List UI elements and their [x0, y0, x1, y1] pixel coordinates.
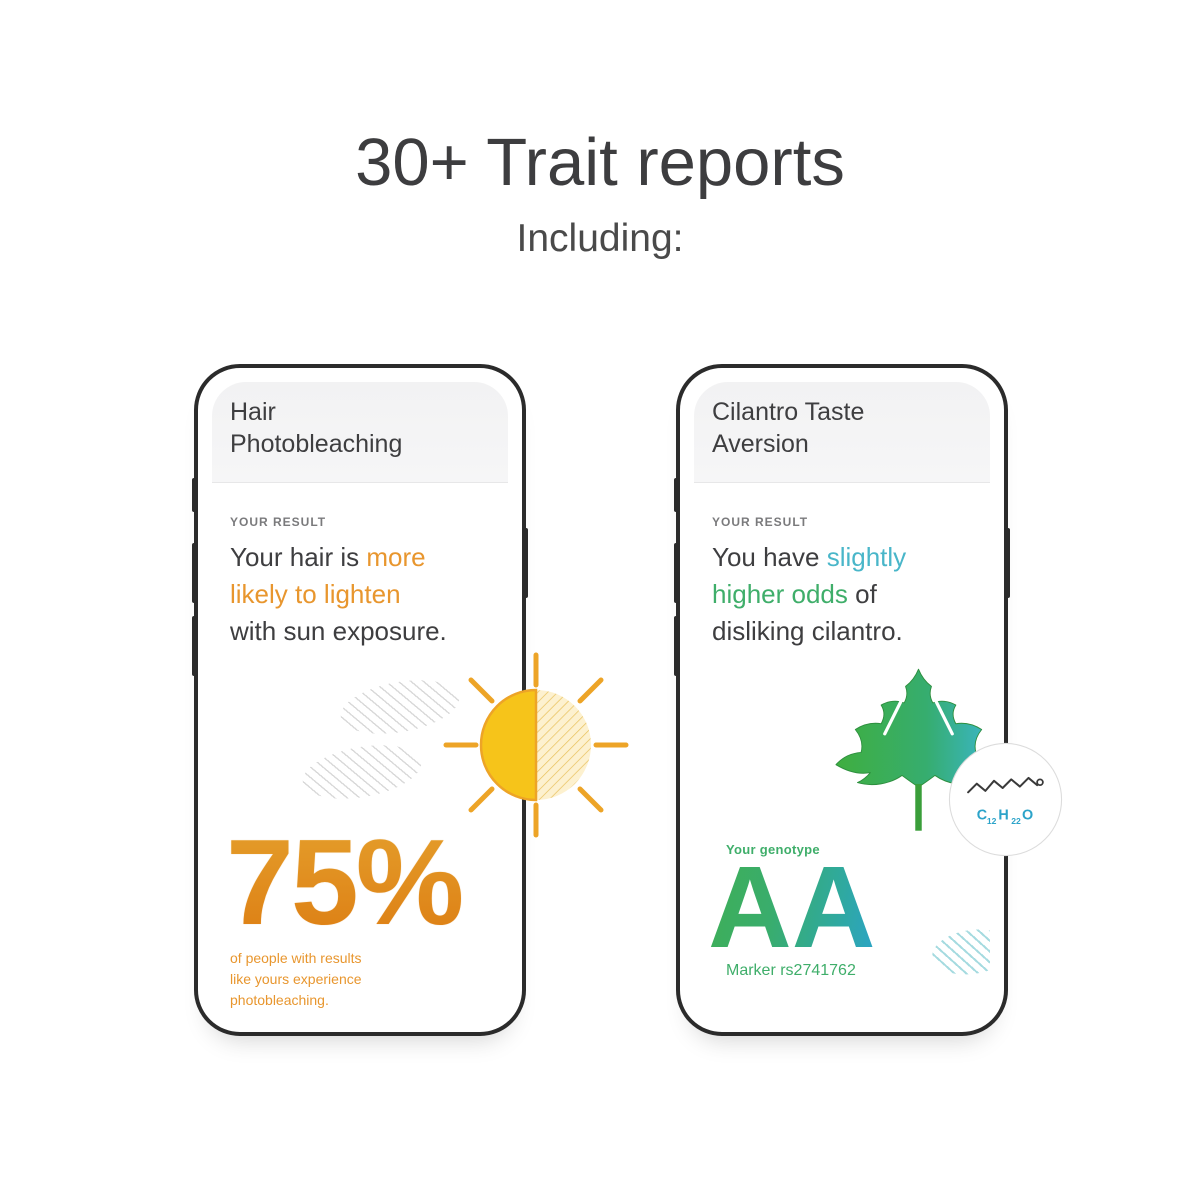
svg-text:12: 12: [987, 816, 997, 826]
svg-text:22: 22: [1011, 816, 1021, 826]
svg-text:C: C: [977, 808, 987, 824]
svg-text:H: H: [998, 808, 1008, 824]
svg-text:O: O: [1022, 808, 1033, 824]
